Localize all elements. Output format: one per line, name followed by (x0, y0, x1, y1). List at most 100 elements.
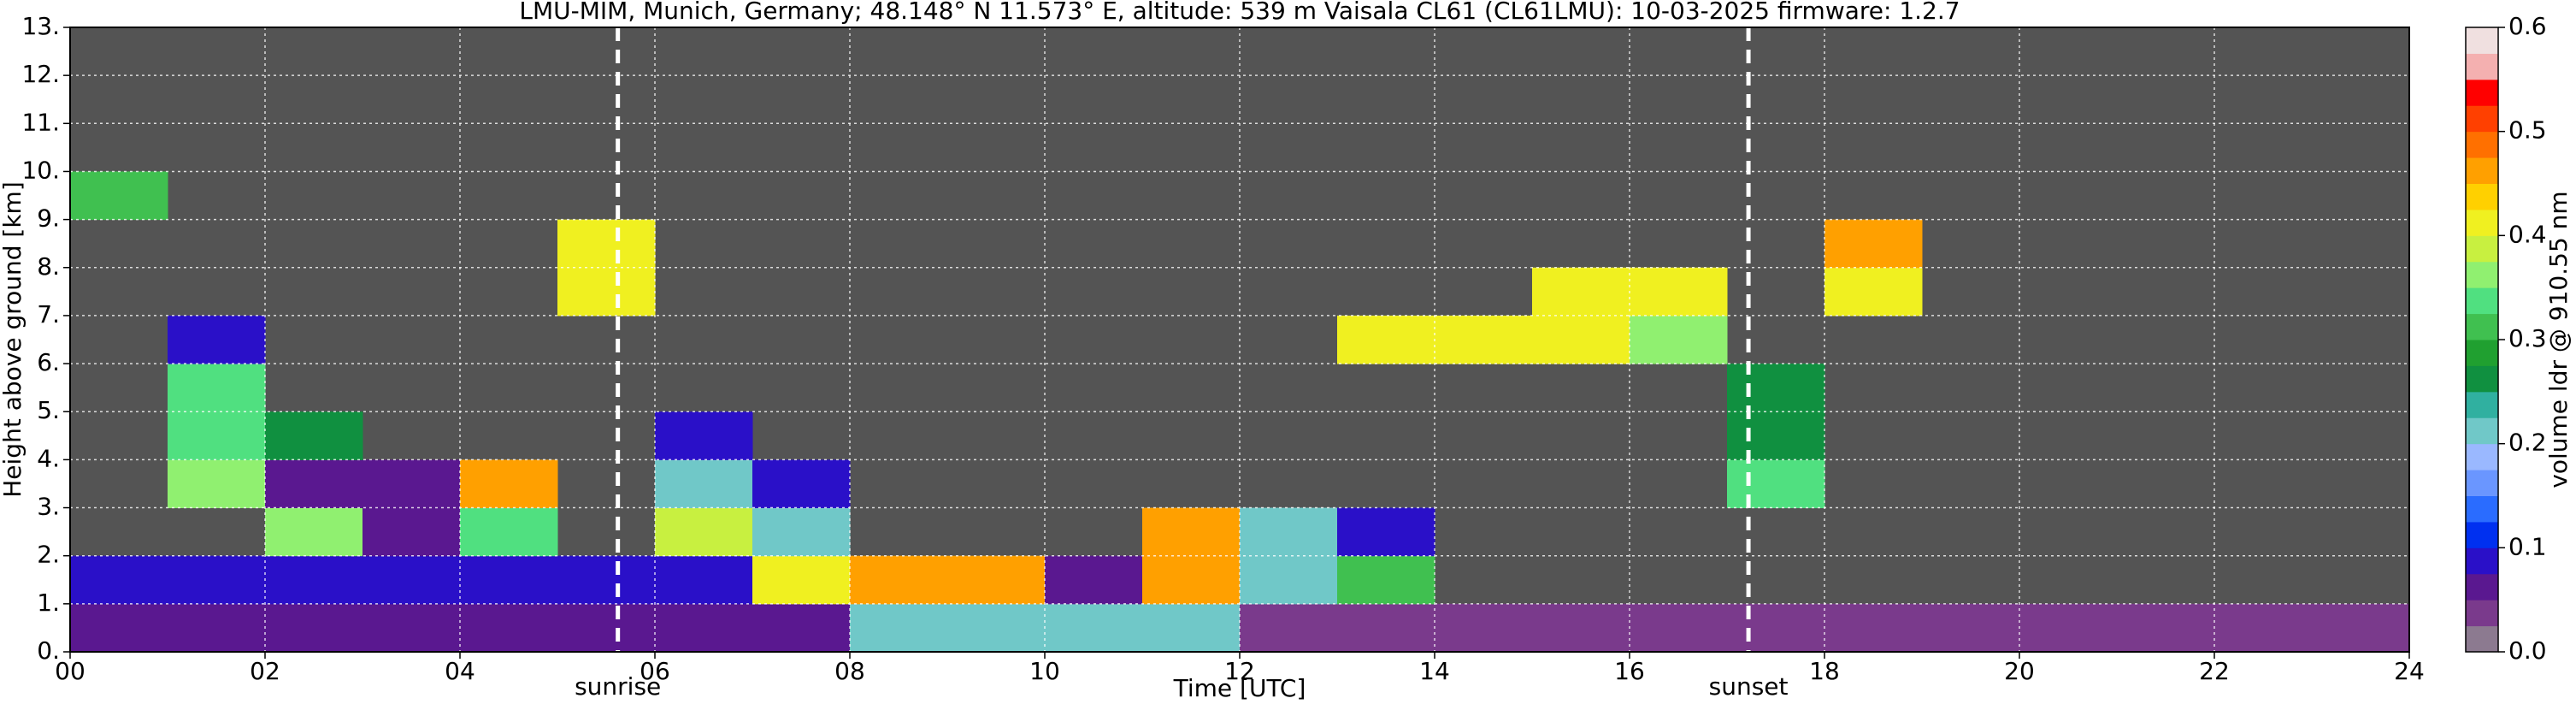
colorbar-tick-label: 0.1 (2508, 532, 2547, 560)
heatmap-cell (1727, 364, 1825, 412)
y-tick-label: 3. (37, 493, 60, 521)
heatmap-cell (1532, 315, 1630, 364)
heatmap-cell (1532, 603, 1630, 653)
heatmap-cell (265, 507, 363, 557)
heatmap-cell (1435, 315, 1533, 364)
heatmap-cell (1727, 459, 1825, 509)
y-tick-label: 12. (21, 60, 60, 88)
y-tick-label: 5. (37, 396, 60, 424)
x-tick-label: 16 (1614, 657, 1645, 685)
annotation-label: sunrise (575, 672, 661, 701)
heatmap-cell (1824, 219, 1923, 269)
heatmap-cell (655, 507, 753, 557)
heatmap-cell (655, 555, 753, 605)
heatmap-cell (363, 507, 461, 557)
chart-title: LMU-MIM, Munich, Germany; 48.148° N 11.5… (519, 0, 1960, 25)
x-tick-label: 00 (55, 657, 85, 685)
heatmap-cell (1142, 603, 1241, 653)
x-tick-label: 18 (1809, 657, 1840, 685)
heatmap-cell (1142, 507, 1241, 557)
colorbar-swatch (2466, 79, 2498, 106)
heatmap-cell (1337, 603, 1435, 653)
colorbar-swatch (2466, 625, 2498, 653)
y-tick-label: 1. (37, 589, 60, 617)
heatmap-cell (557, 219, 656, 269)
heatmap-cell (1240, 555, 1338, 605)
x-tick-label: 20 (2004, 657, 2035, 685)
x-axis-label: Time [UTC] (1173, 674, 1306, 702)
heatmap-cell (70, 171, 168, 221)
heatmap-cell (1824, 267, 1923, 317)
heatmap-cell (1045, 555, 1143, 605)
heatmap-cell (1142, 555, 1241, 605)
heatmap-cell (460, 603, 558, 653)
colorbar-swatch (2466, 53, 2498, 80)
heatmap-cell (557, 603, 656, 653)
heatmap-cell (265, 459, 363, 509)
heatmap-cell (70, 603, 168, 653)
y-tick-label: 4. (37, 444, 60, 472)
heatmap-cell (1824, 603, 1923, 653)
colorbar-swatch (2466, 287, 2498, 315)
heatmap-cell (1630, 267, 1728, 317)
y-tick-label: 11. (21, 108, 60, 136)
colorbar-tick-label: 0.3 (2508, 324, 2547, 352)
heatmap-cell (168, 315, 266, 364)
heatmap-cell (2214, 603, 2313, 653)
heatmap-cell (1045, 603, 1143, 653)
heatmap-cell (2019, 603, 2118, 653)
heatmap-cell (1240, 603, 1338, 653)
heatmap-cell (752, 459, 851, 509)
heatmap-cell (1337, 507, 1435, 557)
y-tick-label: 2. (37, 541, 60, 569)
heatmap-cell (1727, 411, 1825, 460)
colorbar-swatch (2466, 183, 2498, 210)
colorbar-swatch (2466, 131, 2498, 158)
heatmap-cell (460, 459, 558, 509)
heatmap-cell (1435, 603, 1533, 653)
colorbar-swatch (2466, 340, 2498, 366)
y-axis-label: Height above ground [km] (0, 181, 27, 498)
colorbar-swatch (2466, 573, 2498, 601)
colorbar-tick-label: 0.6 (2508, 12, 2547, 40)
colorbar-swatch (2466, 443, 2498, 470)
colorbar-swatch (2466, 365, 2498, 393)
heatmap-cell (752, 555, 851, 605)
y-tick-label: 10. (21, 156, 60, 184)
heatmap-cell (363, 555, 461, 605)
heatmap-cell (265, 411, 363, 460)
heatmap-cell (557, 555, 656, 605)
heatmap-cell (168, 459, 266, 509)
x-tick-label: 24 (2394, 657, 2425, 685)
heatmap-cell (850, 555, 948, 605)
heatmap-cell (2312, 603, 2410, 653)
heatmap-cell (460, 555, 558, 605)
colorbar-swatch (2466, 391, 2498, 418)
colorbar-swatch (2466, 27, 2498, 54)
colorbar-swatch (2466, 547, 2498, 575)
heatmap-cell (2117, 603, 2215, 653)
heatmap-cell (752, 507, 851, 557)
heatmap-cell (1727, 603, 1825, 653)
x-tick-label: 14 (1419, 657, 1450, 685)
heatmap-cell (168, 411, 266, 460)
colorbar-swatch (2466, 521, 2498, 548)
colorbar-tick-label: 0.2 (2508, 429, 2547, 457)
colorbar-tick-label: 0.0 (2508, 636, 2547, 665)
x-tick-label: 10 (1029, 657, 1060, 685)
colorbar-swatch (2466, 209, 2498, 236)
y-tick-label: 8. (37, 252, 60, 281)
x-tick-label: 22 (2199, 657, 2230, 685)
heatmap-cell (265, 555, 363, 605)
heatmap-cell (70, 555, 168, 605)
colorbar-swatch (2466, 495, 2498, 523)
heatmap-cell (655, 459, 753, 509)
colorbar-swatch (2466, 235, 2498, 263)
y-tick-label: 0. (37, 636, 60, 665)
colorbar-tick-label: 0.4 (2508, 220, 2547, 248)
x-tick-label: 06 (640, 657, 670, 685)
heatmap-cell (168, 555, 266, 605)
heatmap-cell (460, 507, 558, 557)
heatmap-cell (655, 603, 753, 653)
